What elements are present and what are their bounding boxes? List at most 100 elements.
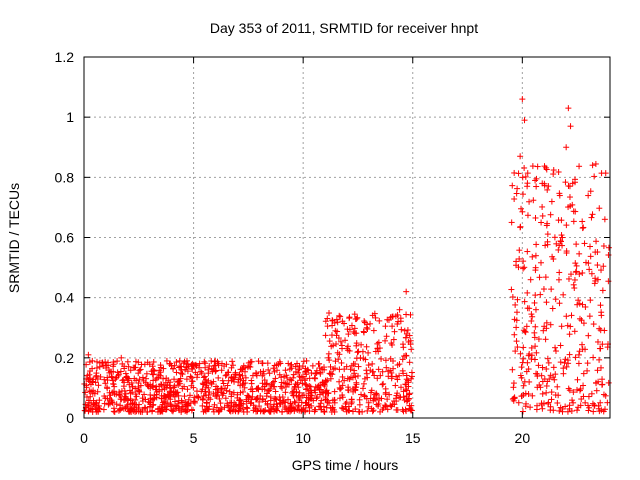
data-point	[513, 324, 520, 331]
data-point	[334, 319, 341, 326]
data-point	[239, 372, 246, 379]
data-point	[147, 385, 154, 392]
data-point	[386, 391, 393, 398]
data-point	[524, 180, 531, 187]
data-point	[195, 393, 202, 400]
data-point	[373, 401, 380, 408]
data-point	[592, 275, 599, 282]
data-point	[163, 357, 170, 364]
data-point	[361, 318, 368, 325]
data-point	[591, 173, 598, 180]
data-point	[141, 405, 148, 412]
data-point	[124, 358, 131, 365]
data-point	[351, 325, 358, 332]
data-point	[578, 396, 585, 403]
data-point	[543, 319, 550, 326]
data-point	[403, 408, 410, 415]
data-point	[120, 397, 127, 404]
data-point	[214, 391, 221, 398]
data-point	[544, 220, 551, 227]
data-point	[292, 381, 299, 388]
data-point	[396, 372, 403, 379]
data-point	[524, 289, 531, 296]
data-point	[571, 328, 578, 335]
data-point	[235, 407, 242, 414]
data-point	[227, 408, 234, 415]
data-point	[551, 234, 558, 241]
data-point	[534, 384, 541, 391]
data-point	[229, 362, 236, 369]
data-point	[573, 268, 580, 275]
data-point	[574, 376, 581, 383]
data-point	[348, 322, 355, 329]
data-point	[149, 371, 156, 378]
data-point	[343, 399, 350, 406]
data-point	[382, 337, 389, 344]
data-point	[556, 407, 563, 414]
data-point	[369, 360, 376, 367]
data-point	[173, 359, 180, 366]
data-point	[514, 296, 521, 303]
data-point	[509, 182, 516, 189]
data-point	[96, 359, 103, 366]
data-point	[159, 401, 166, 408]
data-point	[573, 262, 580, 269]
data-point	[323, 387, 330, 394]
data-point	[521, 164, 528, 171]
data-point	[369, 408, 376, 415]
data-point	[327, 371, 334, 378]
data-point	[550, 171, 557, 178]
data-point	[277, 383, 284, 390]
data-point	[181, 383, 188, 390]
data-point	[82, 389, 89, 396]
data-point	[585, 407, 592, 414]
data-point	[102, 358, 109, 365]
x-tick-label: 5	[190, 430, 198, 446]
data-point	[352, 316, 359, 323]
data-point	[558, 323, 565, 330]
data-point	[137, 366, 144, 373]
data-point	[408, 346, 415, 353]
data-point	[540, 286, 547, 293]
data-point	[285, 381, 292, 388]
data-point	[327, 363, 334, 370]
data-point	[302, 365, 309, 372]
data-point	[260, 368, 267, 375]
data-point	[532, 306, 539, 313]
data-point	[199, 396, 206, 403]
data-point	[276, 371, 283, 378]
data-point	[351, 367, 358, 374]
data-point	[305, 401, 312, 408]
data-point	[113, 401, 120, 408]
y-tick-label: 1	[66, 109, 74, 125]
data-point	[265, 366, 272, 373]
data-point	[520, 344, 527, 351]
data-point	[143, 370, 150, 377]
data-point	[521, 328, 528, 335]
data-point	[519, 174, 526, 181]
data-point	[549, 305, 556, 312]
data-point	[283, 406, 290, 413]
data-point	[139, 395, 146, 402]
data-point	[552, 296, 559, 303]
data-point	[579, 341, 586, 348]
data-point	[352, 386, 359, 393]
data-point	[243, 398, 250, 405]
data-point	[566, 194, 573, 201]
x-axis-label: GPS time / hours	[292, 457, 399, 473]
data-point	[168, 407, 175, 414]
data-point	[555, 392, 562, 399]
data-point	[523, 368, 530, 375]
data-point	[574, 407, 581, 414]
data-point	[558, 232, 565, 239]
data-point	[324, 397, 331, 404]
data-point	[379, 381, 386, 388]
data-point	[323, 404, 330, 411]
data-point	[234, 391, 241, 398]
data-point	[363, 324, 370, 331]
data-point	[554, 399, 561, 406]
data-point	[395, 318, 402, 325]
data-point	[246, 363, 253, 370]
data-point	[600, 263, 607, 270]
data-point	[548, 198, 555, 205]
